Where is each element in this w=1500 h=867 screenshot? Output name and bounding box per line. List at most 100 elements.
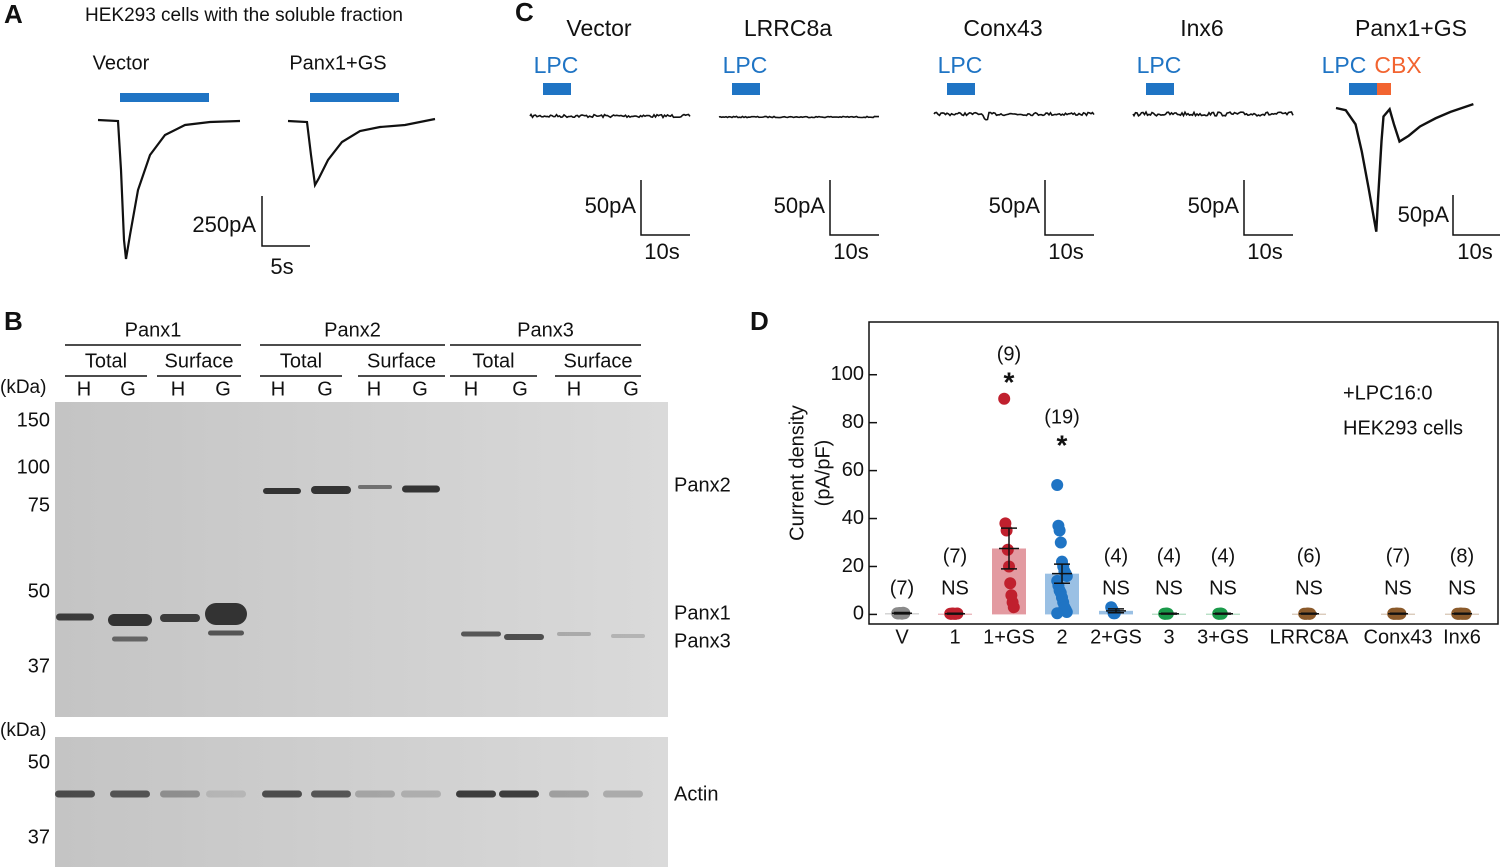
- blocker-bar: [1377, 83, 1391, 95]
- lane-label: G: [623, 378, 639, 400]
- data-point: [1054, 536, 1067, 549]
- x-tick-label: 1: [949, 626, 960, 648]
- stimulus-label: LPC: [1322, 52, 1367, 78]
- blot: [55, 737, 668, 867]
- n-label: (19): [1044, 406, 1080, 428]
- plot-frame: [868, 321, 1499, 625]
- x-tick-label: 1+GS: [983, 626, 1035, 648]
- panel-label: A: [4, 0, 23, 29]
- significance-label: *: [1004, 366, 1015, 397]
- scale-label: 10s: [1247, 239, 1282, 264]
- stimulus-bar: [1349, 83, 1377, 95]
- band-label: Panx1: [674, 602, 731, 624]
- stimulus-label: LPC: [534, 52, 579, 78]
- scale-label: 10s: [644, 239, 679, 264]
- y-tick-label: 40: [842, 507, 864, 529]
- y-tick-label: 0: [853, 603, 864, 625]
- trace: [718, 115, 880, 119]
- scale-label: 10s: [1048, 239, 1083, 264]
- significance-label: NS: [941, 577, 969, 599]
- fraction-label: Total: [85, 350, 127, 372]
- band: [311, 790, 351, 798]
- x-tick-label: Conx43: [1364, 626, 1433, 648]
- stimulus-bar: [947, 83, 975, 95]
- n-label: (8): [1450, 545, 1474, 567]
- n-label: (7): [943, 545, 967, 567]
- x-tick-label: 2: [1056, 626, 1067, 648]
- kda-label: (kDa): [0, 377, 46, 398]
- band: [504, 634, 544, 640]
- n-label: (4): [1211, 545, 1235, 567]
- panel-title: HEK293 cells with the soluble fraction: [85, 5, 403, 26]
- trace: [1132, 110, 1294, 118]
- trace-label: Vector: [93, 52, 150, 74]
- kda-marker: 50: [28, 580, 50, 602]
- fraction-label: Total: [280, 350, 322, 372]
- stimulus-bar: [120, 93, 209, 102]
- trace-label: Panx1+GS: [289, 52, 386, 74]
- band: [549, 790, 589, 798]
- band: [110, 790, 150, 798]
- band: [401, 790, 441, 798]
- stimulus-label: LPC: [1137, 52, 1182, 78]
- panel-label: D: [750, 306, 769, 336]
- kda-label: (kDa): [0, 720, 46, 741]
- band: [55, 790, 95, 798]
- band: [160, 614, 200, 622]
- annotation: +LPC16:0: [1343, 382, 1433, 404]
- band-label: Panx2: [674, 474, 731, 496]
- y-tick-label: 80: [842, 411, 864, 433]
- band: [108, 614, 152, 626]
- scale-label: 50pA: [774, 193, 826, 218]
- kda-marker: 150: [17, 409, 50, 431]
- lane-label: G: [120, 378, 136, 400]
- scale-bar: [1044, 180, 1094, 236]
- group-label: Panx2: [324, 319, 381, 341]
- fraction-label: Surface: [165, 350, 234, 372]
- band-label: Actin: [674, 783, 718, 805]
- scale-bar: [640, 180, 690, 236]
- x-tick-label: 3+GS: [1197, 626, 1249, 648]
- data-point: [1051, 478, 1064, 491]
- band: [263, 488, 301, 494]
- significance-label: NS: [1155, 577, 1183, 599]
- band: [160, 790, 200, 798]
- trace-label: Vector: [566, 15, 632, 41]
- kda-marker: 37: [28, 826, 50, 848]
- scale-label: 50pA: [1188, 193, 1240, 218]
- trace: [97, 118, 241, 260]
- kda-marker: 100: [17, 456, 50, 478]
- panel-label: B: [4, 306, 23, 336]
- band: [358, 485, 392, 489]
- kda-marker: 75: [28, 494, 50, 516]
- band: [611, 634, 645, 638]
- band: [603, 790, 643, 798]
- lane-label: G: [317, 378, 333, 400]
- kda-marker: 50: [28, 751, 50, 773]
- band: [461, 631, 501, 637]
- n-label: (4): [1157, 545, 1181, 567]
- blocker-label: CBX: [1374, 52, 1421, 78]
- data-point: [998, 392, 1011, 405]
- scale-bar: [829, 180, 879, 236]
- lane-label: G: [412, 378, 428, 400]
- group-label: Panx3: [517, 319, 574, 341]
- lane-label: H: [367, 378, 381, 400]
- scale-label: 50pA: [989, 193, 1041, 218]
- stimulus-bar: [732, 83, 760, 95]
- band: [205, 603, 247, 625]
- y-axis-label: Current density: [786, 405, 808, 541]
- lane-label: H: [567, 378, 581, 400]
- n-label: (6): [1297, 545, 1321, 567]
- scale-bar: [1243, 180, 1293, 236]
- blot: [55, 402, 668, 717]
- trace: [529, 112, 691, 120]
- band: [112, 636, 148, 642]
- trace-label: LRRC8a: [744, 15, 832, 41]
- band: [456, 790, 496, 798]
- lane-label: G: [215, 378, 231, 400]
- stimulus-bar: [543, 83, 571, 95]
- trace: [933, 111, 1095, 121]
- y-tick-label: 60: [842, 459, 864, 481]
- data-point: [1060, 606, 1073, 619]
